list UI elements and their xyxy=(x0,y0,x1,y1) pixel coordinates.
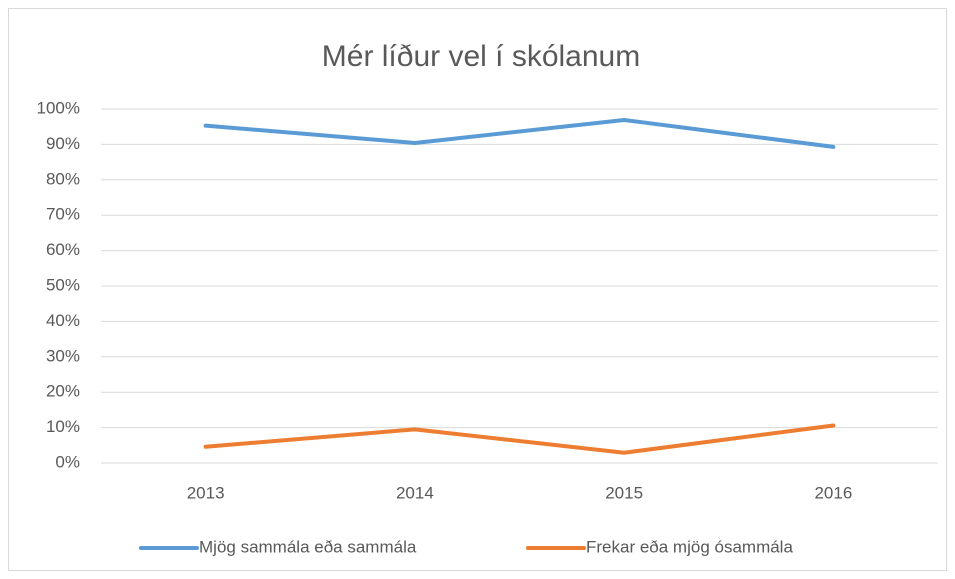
y-tick-label: 40% xyxy=(46,311,80,330)
legend-label: Frekar eða mjög ósammála xyxy=(586,537,793,556)
y-tick-label: 100% xyxy=(37,98,80,117)
legend-label: Mjög sammála eða sammála xyxy=(199,537,417,556)
y-tick-label: 90% xyxy=(46,134,80,153)
y-tick-label: 0% xyxy=(55,452,80,471)
series-line xyxy=(203,423,836,455)
x-tick-label: 2016 xyxy=(814,483,852,502)
y-tick-label: 70% xyxy=(46,205,80,224)
y-tick-label: 10% xyxy=(46,417,80,436)
x-tick-label: 2014 xyxy=(396,483,434,502)
x-tick-label: 2013 xyxy=(187,483,225,502)
chart-title: Mér líður vel í skólanum xyxy=(322,40,640,73)
y-tick-label: 20% xyxy=(46,382,80,401)
series-line xyxy=(203,117,836,149)
y-tick-label: 80% xyxy=(46,169,80,188)
chart-frame xyxy=(8,8,947,571)
y-tick-label: 30% xyxy=(46,346,80,365)
y-tick-label: 50% xyxy=(46,275,80,294)
y-tick-label: 60% xyxy=(46,240,80,259)
x-tick-label: 2015 xyxy=(605,483,643,502)
